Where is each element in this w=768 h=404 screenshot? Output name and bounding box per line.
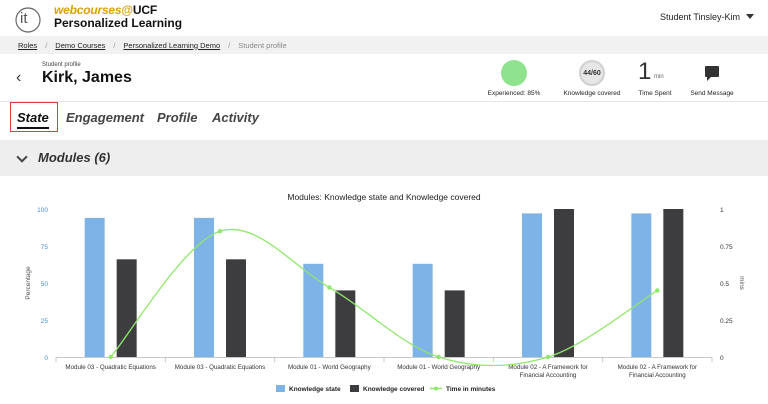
y-tick-label: 75 bbox=[41, 244, 49, 251]
y2-tick-label: 0 bbox=[720, 355, 724, 362]
x-tick-label: Module 03 - Quadratic Equations bbox=[175, 364, 265, 371]
top-bar: it webcourses@UCF Personalized Learning … bbox=[0, 0, 768, 36]
time-line bbox=[110, 228, 658, 367]
time-point bbox=[108, 354, 113, 360]
bar-knowledge-covered bbox=[226, 259, 246, 357]
modules-section-header[interactable]: Modules (6) bbox=[0, 140, 768, 176]
bar-knowledge-state bbox=[522, 213, 542, 357]
bar-knowledge-state bbox=[194, 217, 214, 357]
breadcrumb-separator: / bbox=[45, 40, 48, 50]
active-tab-highlight bbox=[10, 102, 58, 132]
knowledge-covered-stat: 44/60 Knowledge covered bbox=[552, 60, 632, 102]
user-menu[interactable]: Student Tinsley-Kim bbox=[659, 12, 740, 22]
x-tick-label: Financial Accounting bbox=[520, 372, 577, 379]
student-name: Kirk, James bbox=[42, 69, 132, 86]
breadcrumb-separator: / bbox=[228, 40, 231, 50]
brand-at: @ bbox=[121, 3, 133, 17]
y2-tick-label: 0.75 bbox=[720, 244, 733, 251]
legend-swatch-knowledge-state bbox=[276, 385, 285, 392]
chart-title: Modules: Knowledge state and Knowledge c… bbox=[287, 192, 481, 202]
time-spent-caption: Time Spent bbox=[638, 90, 672, 97]
profile-tabs: State Engagement Profile Activity bbox=[0, 102, 768, 140]
y2-tick-label: 0.5 bbox=[720, 281, 729, 288]
time-point bbox=[545, 354, 551, 360]
legend-knowledge-state: Knowledge state bbox=[289, 386, 341, 393]
breadcrumb-demo-courses[interactable]: Demo Courses bbox=[55, 40, 106, 50]
breadcrumb-separator: / bbox=[113, 40, 116, 50]
experienced-caption: Experienced: 85% bbox=[487, 90, 541, 97]
y-tick-label: 100 bbox=[37, 207, 48, 214]
time-point bbox=[327, 285, 332, 290]
y-axis-label: Percentage bbox=[25, 266, 32, 300]
breadcrumb: Roles / Demo Courses / Personalized Lear… bbox=[0, 36, 768, 54]
chevron-down-icon[interactable] bbox=[16, 151, 28, 163]
time-spent-value: 1 bbox=[638, 58, 652, 85]
x-tick-label: Module 02 - A Framework for bbox=[618, 364, 697, 371]
legend-time-in-minutes: Time in minutes bbox=[446, 386, 496, 393]
brand-web: webcourses bbox=[54, 3, 122, 17]
send-message-button[interactable]: Send Message bbox=[684, 60, 740, 102]
active-tab-underline bbox=[17, 127, 49, 129]
bar-knowledge-covered bbox=[335, 290, 356, 357]
legend-knowledge-covered: Knowledge covered bbox=[363, 386, 424, 393]
time-point bbox=[655, 288, 660, 293]
y2-tick-label: 1 bbox=[720, 207, 724, 214]
tab-engagement[interactable]: Engagement bbox=[66, 110, 145, 125]
x-tick-label: Module 03 - Quadratic Equations bbox=[65, 364, 155, 371]
x-tick-label: Module 01 - World Geography bbox=[397, 364, 481, 371]
bar-knowledge-state bbox=[412, 263, 433, 357]
bar-knowledge-covered bbox=[116, 259, 137, 357]
time-point bbox=[217, 229, 223, 234]
legend-swatch-knowledge-covered bbox=[350, 385, 359, 392]
knowledge-covered-caption: Knowledge covered bbox=[563, 90, 621, 97]
student-header: ‹ Student profile Kirk, James Experience… bbox=[0, 54, 768, 102]
breadcrumb-personalized-learning-demo[interactable]: Personalized Learning Demo bbox=[123, 40, 221, 50]
y-tick-label: 0 bbox=[44, 355, 48, 362]
caret-down-icon[interactable] bbox=[746, 14, 754, 19]
bar-knowledge-covered bbox=[663, 209, 684, 357]
y2-axis-label: mins bbox=[738, 276, 745, 290]
y-tick-label: 25 bbox=[41, 318, 49, 325]
bar-knowledge-state bbox=[84, 217, 105, 357]
it-logo-icon bbox=[15, 7, 41, 33]
experienced-stat: Experienced: 85% bbox=[474, 60, 554, 102]
tab-activity[interactable]: Activity bbox=[212, 110, 259, 125]
bar-knowledge-covered bbox=[444, 290, 465, 357]
bar-knowledge-covered bbox=[554, 209, 574, 357]
experienced-circle bbox=[501, 60, 527, 86]
time-spent-unit: min bbox=[654, 74, 664, 80]
bar-knowledge-state bbox=[303, 263, 324, 357]
time-point bbox=[436, 354, 441, 360]
bar-knowledge-state bbox=[631, 213, 652, 357]
time-spent-stat: 1 min Time Spent bbox=[632, 58, 678, 102]
it-logo-text: it bbox=[20, 10, 28, 27]
legend-swatch-time-point bbox=[434, 386, 438, 391]
x-tick-label: Module 01 - World Geography bbox=[288, 364, 372, 371]
x-tick-label: Financial Accounting bbox=[629, 372, 686, 379]
breadcrumb-current: Student profile bbox=[238, 40, 287, 50]
x-tick-label: Module 02 - A Framework for bbox=[508, 364, 587, 371]
knowledge-chart-svg: Modules: Knowledge state and Knowledge c… bbox=[25, 192, 745, 393]
y2-tick-label: 0.25 bbox=[720, 318, 733, 325]
y-tick-label: 50 bbox=[41, 281, 49, 288]
breadcrumb-roles[interactable]: Roles bbox=[18, 40, 38, 50]
brand-logo[interactable]: webcourses@UCF Personalized Learning bbox=[54, 4, 182, 29]
knowledge-covered-badge: 44/60 bbox=[579, 60, 605, 86]
brand-ucf: UCF bbox=[132, 3, 157, 17]
send-message-caption: Send Message bbox=[690, 90, 734, 97]
modules-chart: Modules: Knowledge state and Knowledge c… bbox=[0, 176, 768, 404]
message-icon bbox=[705, 66, 719, 81]
student-profile-label: Student profile bbox=[42, 62, 81, 68]
brand-subtitle: Personalized Learning bbox=[54, 16, 183, 30]
tab-state[interactable]: State bbox=[17, 110, 49, 125]
back-chevron-icon[interactable]: ‹ bbox=[16, 69, 22, 86]
tab-profile[interactable]: Profile bbox=[157, 110, 198, 125]
modules-title: Modules (6) bbox=[38, 150, 111, 165]
